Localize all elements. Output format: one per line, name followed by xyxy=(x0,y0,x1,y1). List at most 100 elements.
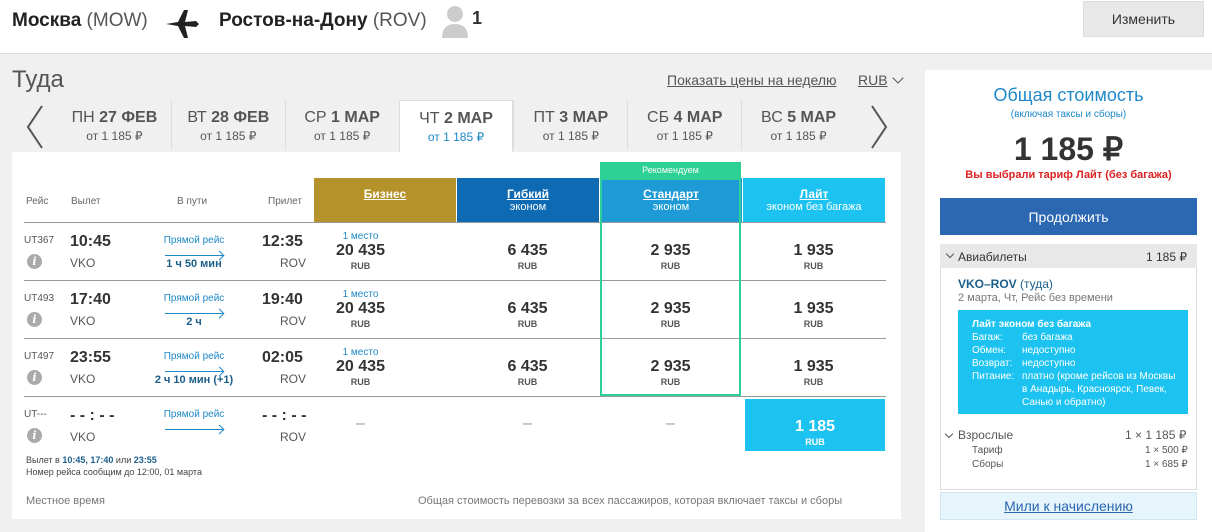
fare-cell[interactable]: 1 935 RUB xyxy=(743,223,884,279)
fare-cell[interactable]: 1 место 20 435 RUB xyxy=(290,223,431,279)
segment-route: VKO–ROV (туда) xyxy=(958,277,1053,291)
fare-currency: RUB xyxy=(660,377,681,387)
arrival-airport: ROV xyxy=(280,372,307,386)
flight-row: UT493 i 17:40 VKO Прямой рейс 2 ч 19:40 … xyxy=(24,280,886,338)
change-button[interactable]: Изменить xyxy=(1083,1,1204,37)
date-tab[interactable]: ПН 27 ФЕВ от 1 185 ₽ xyxy=(58,100,171,150)
prev-date-arrow-icon[interactable] xyxy=(24,104,46,150)
fare-sub: эконом xyxy=(652,201,690,213)
fare-name: Лайт xyxy=(799,187,829,201)
arrow-right-icon xyxy=(165,364,223,372)
date-strip: ПН 27 ФЕВ от 1 185 ₽ ВТ 28 ФЕВ от 1 185 ₽ СР… xyxy=(58,100,855,153)
fare-cell[interactable]: 6 435 RUB xyxy=(457,281,598,337)
date-tab[interactable]: ВС 5 МАР от 1 185 ₽ xyxy=(741,100,855,150)
route-to: Ростов-на-Дону (ROV) xyxy=(219,10,427,32)
date-label: СБ 4 МАР xyxy=(647,109,723,126)
arrival-airport: ROV xyxy=(280,430,307,444)
direct-label: Прямой рейс xyxy=(163,351,225,362)
date-tab[interactable]: ВТ 28 ФЕВ от 1 185 ₽ xyxy=(170,100,285,150)
duration: 2 ч xyxy=(186,316,202,328)
date-label: ПН 27 ФЕВ xyxy=(71,109,158,126)
fare-header[interactable]: Бизнес xyxy=(314,178,456,222)
miles-link[interactable]: Мили к начислению xyxy=(940,492,1197,520)
fare-condition-row: Питание: платно (кроме рейсов из Москвы в… xyxy=(972,370,1188,409)
info-icon[interactable]: i xyxy=(27,254,42,269)
chevron-down-icon xyxy=(891,72,904,84)
departure-time: 23:55 xyxy=(70,349,111,366)
fare-price: 2 935 xyxy=(650,358,691,375)
info-icon[interactable]: i xyxy=(27,312,42,327)
flight-number: UT497 xyxy=(24,351,55,362)
local-time-note: Местное время xyxy=(26,495,105,507)
selected-lite-fare[interactable]: 1 185 RUB xyxy=(745,399,885,451)
condition-key: Питание: xyxy=(972,371,1015,382)
fare-currency: RUB xyxy=(803,377,824,387)
segment-code: VKO–ROV xyxy=(958,277,1017,291)
direct-flight: Прямой рейс xyxy=(154,409,234,430)
fare-cell-empty: – xyxy=(523,415,532,432)
date-tab[interactable]: СР 1 МАР от 1 185 ₽ xyxy=(284,100,399,150)
date-tab[interactable]: СБ 4 МАР от 1 185 ₽ xyxy=(627,100,741,150)
departure-time: - - : - - xyxy=(70,407,115,424)
fare-condition-row: Обмен: недоступно xyxy=(972,344,1188,357)
duration: 2 ч 10 мин (+1) xyxy=(154,374,234,386)
fare-cell[interactable]: 2 935 RUB xyxy=(600,281,741,337)
date-price: от 1 185 ₽ xyxy=(314,129,371,143)
flight-number: UT367 xyxy=(24,235,55,246)
fare-header[interactable]: Лайт эконом без багажа xyxy=(743,178,885,222)
tariff-label: Тариф xyxy=(972,445,1003,456)
fare-cell[interactable]: 6 435 RUB xyxy=(457,339,598,395)
date-tab[interactable]: ПТ 3 МАР от 1 185 ₽ xyxy=(513,100,627,150)
fare-cell[interactable]: 6 435 RUB xyxy=(457,223,598,279)
departure-airport: VKO xyxy=(70,314,96,328)
fare-price: 1 935 xyxy=(793,242,834,259)
next-date-arrow-icon[interactable] xyxy=(868,104,890,150)
fare-sub: эконом xyxy=(509,201,547,213)
fare-cell[interactable]: 1 место 20 435 RUB xyxy=(290,339,431,395)
info-icon[interactable]: i xyxy=(27,428,42,443)
duration: 1 ч 50 мин xyxy=(166,258,222,270)
fare-price: 20 435 xyxy=(336,242,385,259)
fare-cell[interactable]: 2 935 RUB xyxy=(600,339,741,395)
tickets-label: Авиабилеты xyxy=(958,250,1027,264)
departure-airport: VKO xyxy=(70,256,96,270)
fare-name: Бизнес xyxy=(363,187,407,201)
week-prices-link[interactable]: Показать цены на неделю xyxy=(667,72,837,88)
condition-value: без багажа xyxy=(1022,332,1073,343)
seats-left: 1 место xyxy=(342,231,379,242)
fare-header[interactable]: Стандарт эконом xyxy=(600,178,742,222)
note-prefix: Вылет в xyxy=(26,455,60,465)
fare-header[interactable]: Гибкий эконом xyxy=(457,178,599,222)
fees-value: 1 × 685 ₽ xyxy=(1145,459,1188,470)
arrow-right-icon xyxy=(165,422,223,430)
seats-left: 1 место xyxy=(342,289,379,300)
arrival-time: 02:05 xyxy=(262,349,303,366)
tickets-header[interactable]: Авиабилеты 1 185 ₽ xyxy=(940,244,1197,268)
fare-conditions-title: Лайт эконом без багажа xyxy=(972,319,1092,330)
fare-cell[interactable]: 2 935 RUB xyxy=(600,223,741,279)
arrival-airport: ROV xyxy=(280,256,307,270)
fare-currency: RUB xyxy=(517,319,538,329)
flight-row: UT497 i 23:55 VKO Прямой рейс 2 ч 10 мин… xyxy=(24,338,886,396)
info-icon[interactable]: i xyxy=(27,370,42,385)
currency-select[interactable]: RUB xyxy=(858,72,904,88)
fare-cell[interactable]: 1 935 RUB xyxy=(743,339,884,395)
fare-price: 2 935 xyxy=(650,242,691,259)
recommended-badge: Рекомендуем xyxy=(600,162,741,178)
adults-value: 1 × 1 185 ₽ xyxy=(1125,428,1187,442)
continue-button[interactable]: Продолжить xyxy=(940,198,1197,235)
summary-panel xyxy=(925,70,1212,532)
departure-time: 17:40 xyxy=(70,291,111,308)
arrival-time: - - : - - xyxy=(262,407,307,424)
date-tab[interactable]: ЧТ 2 МАР от 1 185 ₽ xyxy=(398,100,514,153)
departure-time: 10:45 xyxy=(70,233,111,250)
fees-label: Сборы xyxy=(972,459,1004,470)
direct-flight: Прямой рейс xyxy=(154,235,234,256)
fare-price: 20 435 xyxy=(336,358,385,375)
fare-price: 20 435 xyxy=(336,300,385,317)
fare-cell[interactable]: 1 место 20 435 RUB xyxy=(290,281,431,337)
arrival-airport: ROV xyxy=(280,314,307,328)
fare-cell[interactable]: 1 935 RUB xyxy=(743,281,884,337)
date-price: от 1 185 ₽ xyxy=(656,129,713,143)
selected-price: 1 185 xyxy=(794,418,836,435)
